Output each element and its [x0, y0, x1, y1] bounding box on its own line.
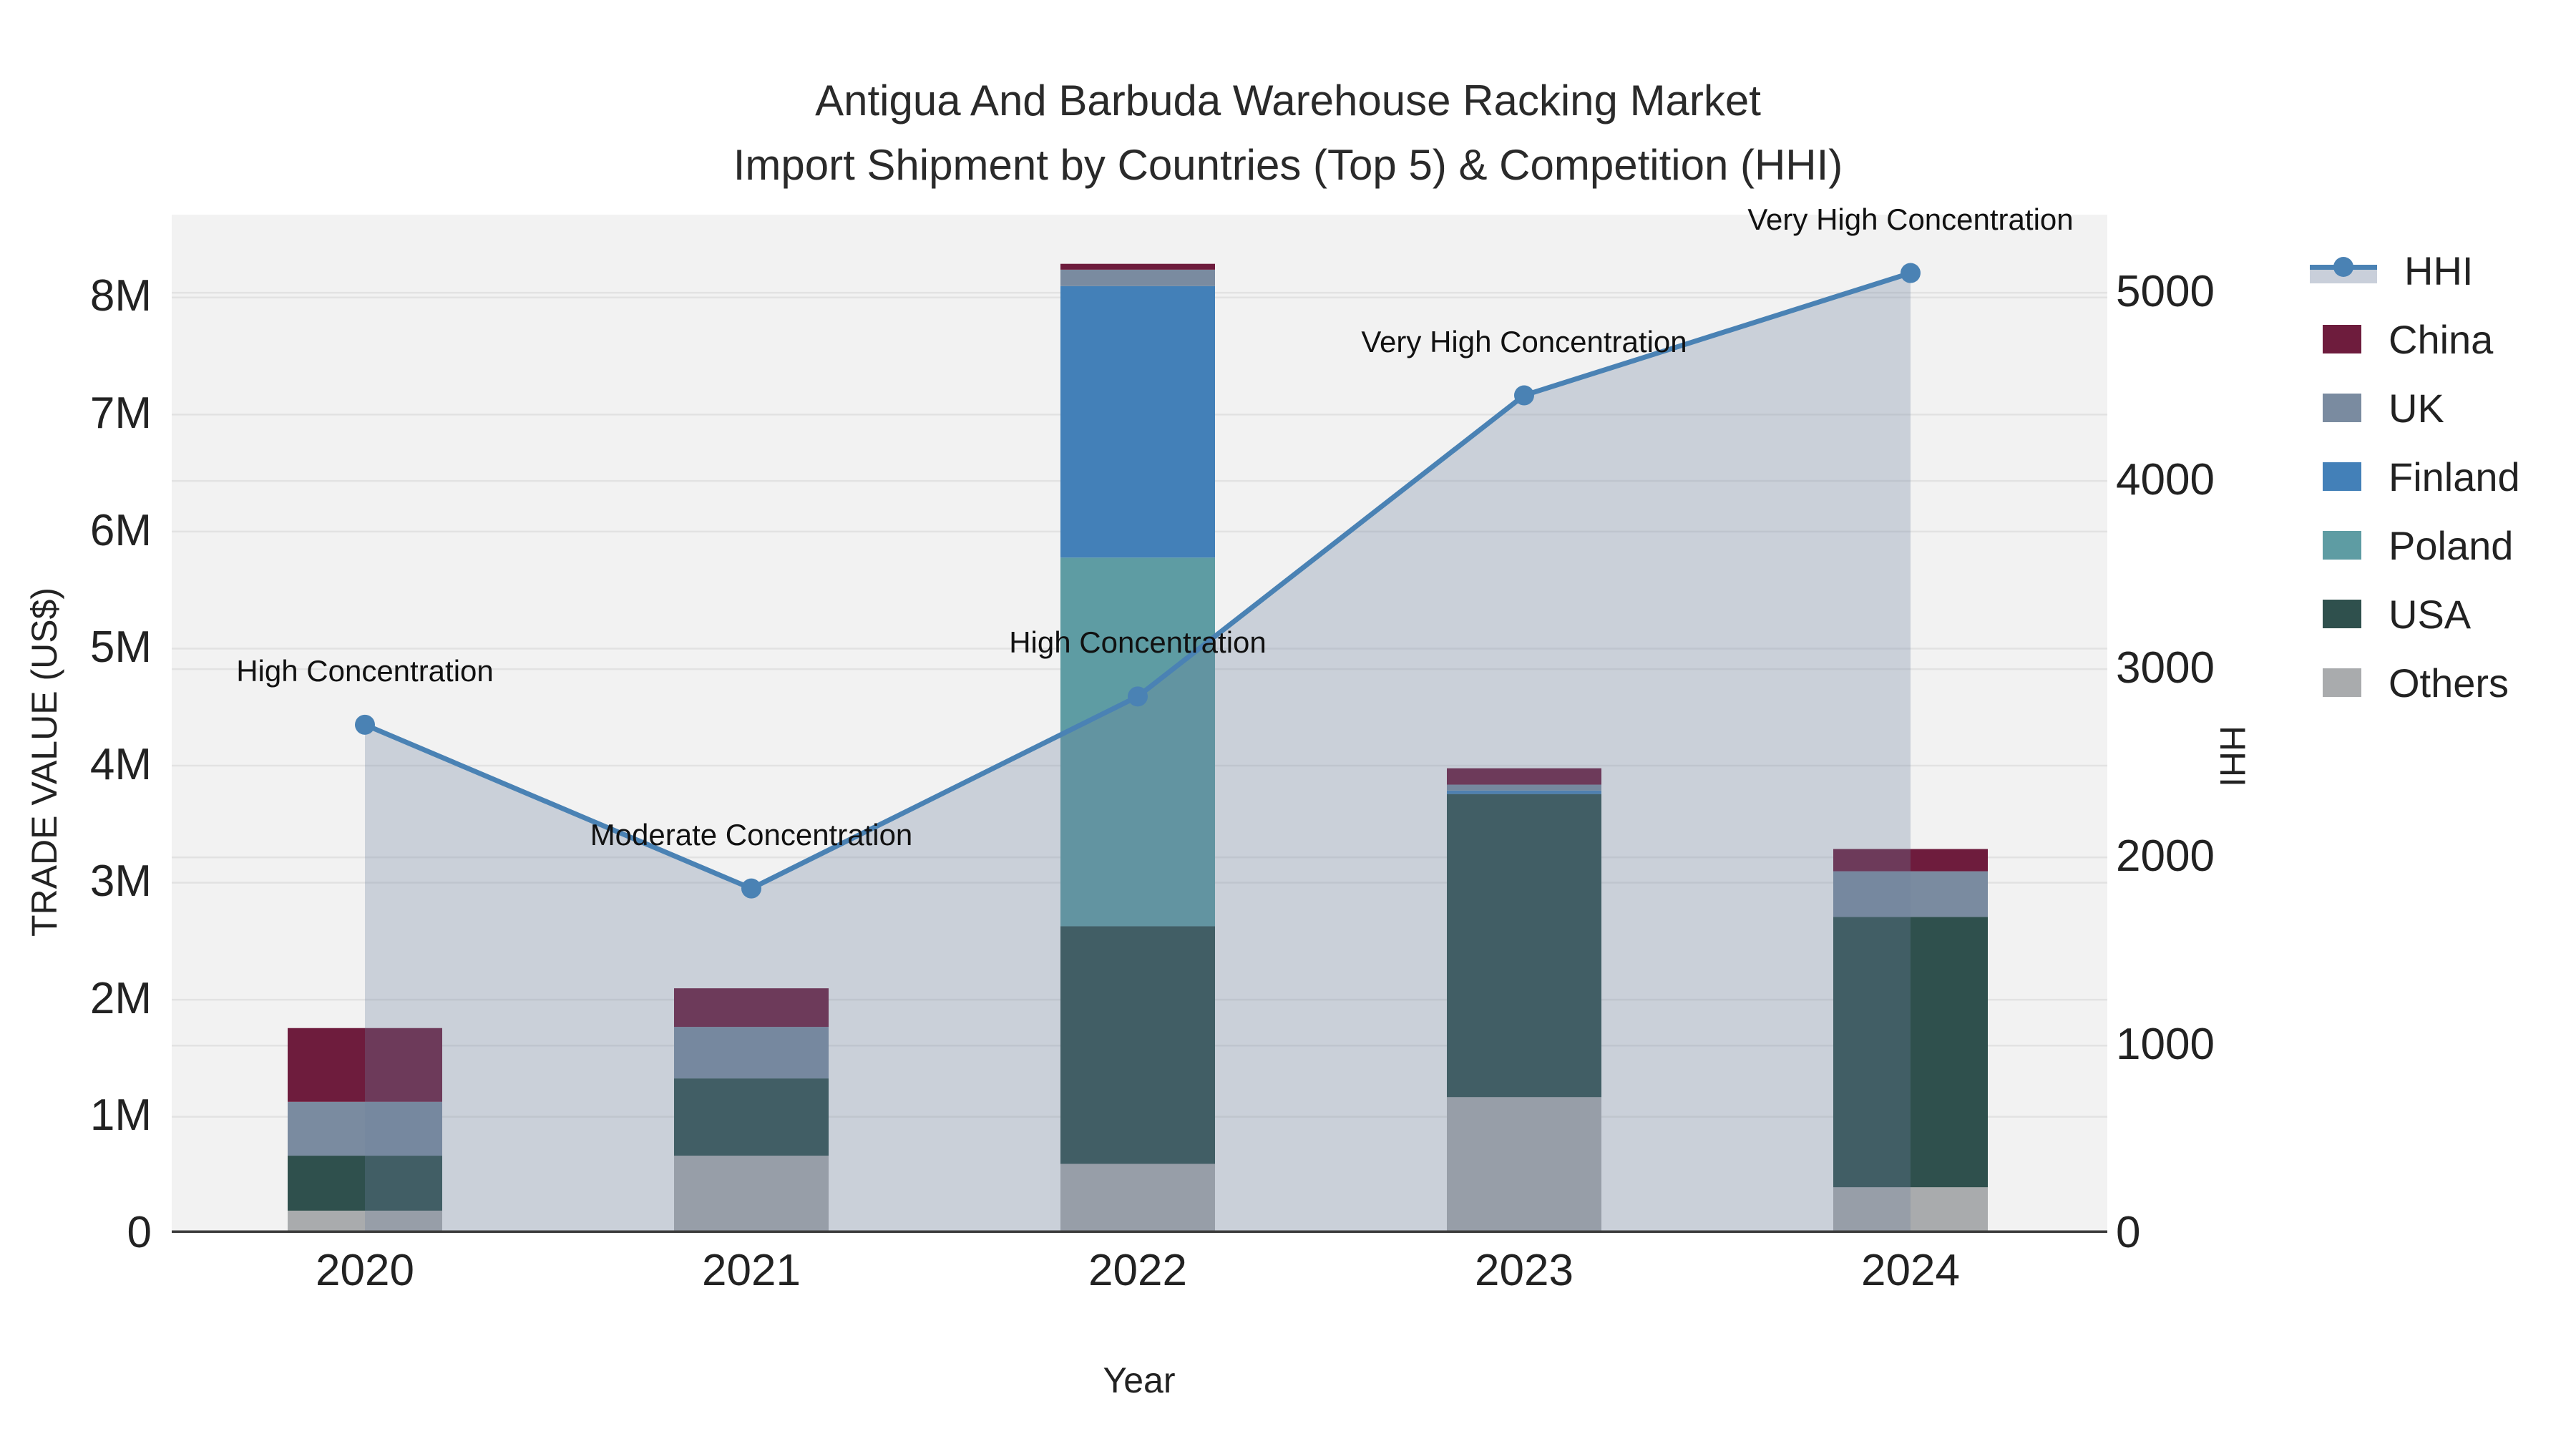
bar-segment-finland-2022 — [1060, 286, 1215, 558]
y-left-tick-4M: 4M — [89, 739, 152, 789]
x-tick-2022: 2022 — [1088, 1246, 1187, 1295]
x-axis-title: Year — [1103, 1360, 1176, 1400]
bar-segment-others-2022 — [1060, 1163, 1215, 1233]
x-tick-2021: 2021 — [702, 1246, 801, 1295]
legend-item-finland[interactable]: Finland — [2310, 442, 2520, 511]
bar-segment-uk-2024 — [1833, 871, 1988, 917]
y-right-tick-4000: 4000 — [2116, 454, 2215, 504]
hhi-fill-area — [365, 273, 1911, 1233]
bar-segment-poland-2022 — [1060, 557, 1215, 927]
bar-segment-finland-2023 — [1447, 790, 1601, 794]
legend-label-finland: Finland — [2389, 454, 2520, 499]
legend-item-hhi[interactable]: HHI — [2310, 236, 2473, 305]
bar-segment-china-2023 — [1447, 768, 1601, 785]
legend-swatch-uk-icon — [2323, 394, 2361, 422]
hhi-marker-2024 — [1901, 263, 1921, 283]
x-tick-2020: 2020 — [316, 1246, 414, 1295]
legend-swatch-finland-icon — [2323, 462, 2361, 491]
legend-item-others[interactable]: Others — [2310, 648, 2509, 717]
hhi-marker-2020 — [355, 714, 375, 735]
bar-segment-uk-2022 — [1060, 269, 1215, 286]
legend-item-usa[interactable]: USA — [2310, 580, 2471, 648]
x-tick-2024: 2024 — [1861, 1246, 1960, 1295]
legend-label-uk: UK — [2389, 385, 2444, 431]
y-right-tick-0: 0 — [2116, 1208, 2141, 1257]
y-right-tick-3000: 3000 — [2116, 643, 2215, 693]
x-axis-line — [172, 1230, 2107, 1233]
bar-segment-uk-2020 — [288, 1101, 442, 1156]
bar-segment-china-2022 — [1060, 263, 1215, 270]
bar-segment-usa-2021 — [674, 1078, 829, 1156]
bar-segment-usa-2020 — [288, 1156, 442, 1211]
legend-swatch-others-icon — [2323, 668, 2361, 697]
bar-segment-uk-2021 — [674, 1027, 829, 1079]
y-left-tick-0: 0 — [127, 1208, 152, 1257]
y-left-tick-2M: 2M — [89, 973, 152, 1023]
chart-title-line2: Import Shipment by Countries (Top 5) & C… — [733, 141, 1843, 189]
bar-segment-uk-2023 — [1447, 784, 1601, 791]
legend-label-others: Others — [2389, 660, 2509, 706]
y-left-tick-7M: 7M — [89, 389, 152, 439]
bar-segment-others-2020 — [288, 1210, 442, 1233]
annotation-2020: High Concentration — [236, 653, 494, 688]
legend-swatch-usa-icon — [2323, 600, 2361, 628]
chart-title-line1: Antigua And Barbuda Warehouse Racking Ma… — [815, 77, 1761, 125]
legend-label-poland: Poland — [2389, 522, 2514, 568]
y-right-tick-5000: 5000 — [2116, 266, 2215, 316]
hhi-marker-2023 — [1514, 385, 1534, 406]
legend-item-china[interactable]: China — [2310, 305, 2493, 374]
annotation-2021: Moderate Concentration — [590, 817, 913, 852]
y-left-tick-3M: 3M — [89, 857, 152, 907]
y-left-tick-8M: 8M — [89, 271, 152, 321]
y-right-tick-1000: 1000 — [2116, 1019, 2215, 1069]
annotation-2022: High Concentration — [1009, 625, 1267, 660]
bar-segment-others-2024 — [1833, 1187, 1988, 1233]
legend-item-poland[interactable]: Poland — [2310, 511, 2513, 580]
bar-segment-others-2023 — [1447, 1097, 1601, 1233]
legend-label-hhi: HHI — [2404, 248, 2474, 293]
annotation-2024: Very High Concentration — [1747, 202, 2074, 236]
chart-title: Antigua And Barbuda Warehouse Racking Ma… — [0, 69, 2576, 197]
bar-segment-china-2021 — [674, 988, 829, 1028]
bar-segment-usa-2024 — [1833, 917, 1988, 1188]
bar-segment-usa-2023 — [1447, 794, 1601, 1098]
legend-label-china: China — [2389, 316, 2494, 362]
hhi-marker-2021 — [741, 878, 761, 899]
bar-segment-others-2021 — [674, 1156, 829, 1233]
legend-swatch-poland-icon — [2323, 531, 2361, 560]
y-left-tick-1M: 1M — [89, 1091, 152, 1141]
bar-segment-china-2024 — [1833, 849, 1988, 872]
annotation-2023: Very High Concentration — [1361, 324, 1687, 358]
legend-label-usa: USA — [2389, 591, 2472, 637]
x-tick-2023: 2023 — [1475, 1246, 1574, 1295]
hhi-marker-2022 — [1128, 686, 1148, 707]
y-right-tick-2000: 2000 — [2116, 831, 2215, 881]
y-left-tick-5M: 5M — [89, 623, 152, 673]
plot-area — [172, 215, 2107, 1233]
y-left-tick-6M: 6M — [89, 505, 152, 555]
bar-segment-usa-2022 — [1060, 926, 1215, 1164]
hhi-line-swatch-icon — [2310, 255, 2377, 286]
bar-segment-china-2020 — [288, 1028, 442, 1102]
legend-item-uk[interactable]: UK — [2310, 374, 2444, 442]
legend-swatch-china-icon — [2323, 325, 2361, 353]
